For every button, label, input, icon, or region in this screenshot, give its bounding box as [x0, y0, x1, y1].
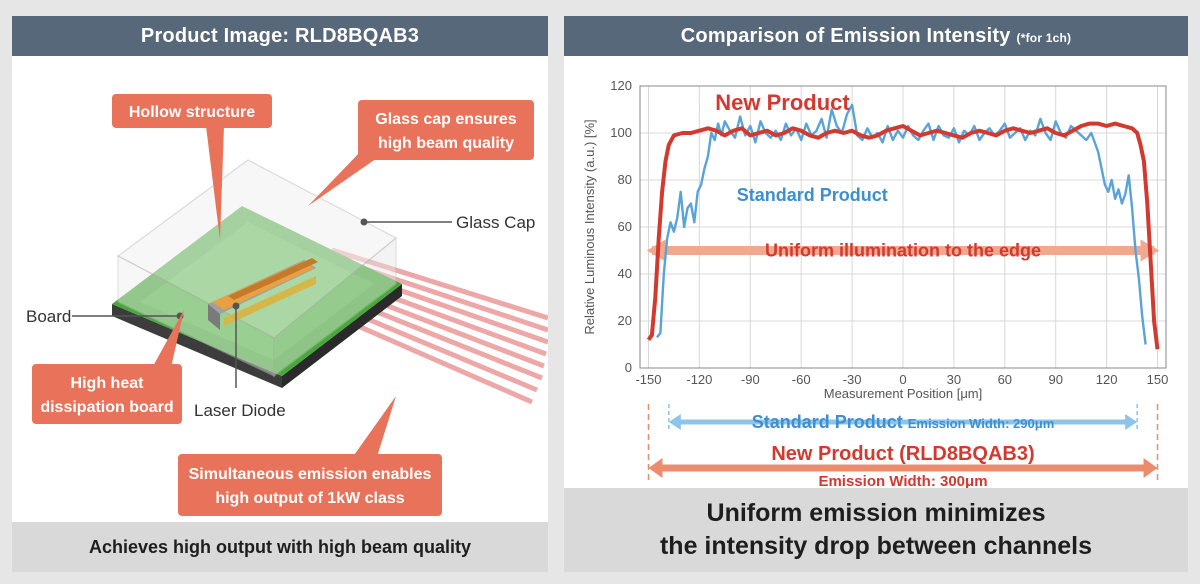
- emission-comparison-panel: Comparison of Emission Intensity (*for 1…: [564, 16, 1188, 572]
- emission-width-annotations: Standard Product Emission Width: 290μm Ne…: [647, 404, 1159, 488]
- standard-width-arrowhead-left: [668, 414, 681, 430]
- callout-hollow-text: Hollow structure: [129, 104, 255, 121]
- callout-heat-line2: dissipation board: [40, 399, 173, 416]
- new-product-label: New Product: [715, 90, 850, 115]
- x-tick-label: -150: [635, 372, 661, 387]
- emission-intensity-chart: -150 -120 -90 -60 -30 0 30 60 90 120 150 0 20 40 60 80 1…: [582, 78, 1168, 488]
- y-tick-label: 60: [618, 219, 632, 234]
- laser-diode: [208, 258, 318, 330]
- standard-width-arrowhead-right: [1125, 414, 1138, 430]
- x-tick-label: -120: [686, 372, 712, 387]
- new-width-value: Emission Width: 300μm: [818, 473, 987, 488]
- new-width-arrowhead-right: [1143, 458, 1158, 478]
- product-image-panel: Product Image: RLD8BQAB3: [12, 16, 548, 572]
- product-image-header: Product Image: RLD8BQAB3: [12, 16, 548, 56]
- laser-diode-label: Laser Diode: [194, 401, 286, 420]
- board-label: Board: [26, 307, 71, 326]
- y-tick-label: 20: [618, 313, 632, 328]
- x-tick-label: -90: [741, 372, 760, 387]
- emission-comparison-note: (*for 1ch): [1016, 31, 1072, 45]
- standard-width-value: Emission Width: 290μm: [908, 416, 1055, 431]
- x-tick-label: 90: [1048, 372, 1062, 387]
- x-tick-label: -60: [792, 372, 811, 387]
- glass-cap: [116, 159, 398, 378]
- y-tick-label: 100: [610, 125, 632, 140]
- emission-comparison-title: Comparison of Emission Intensity: [680, 24, 1011, 47]
- callout-hollow-structure: Hollow structure: [112, 94, 272, 240]
- x-tick-label: 150: [1147, 372, 1169, 387]
- new-width-name: New Product (RLD8BQAB3): [771, 443, 1034, 465]
- callout-emission-line2: high output of 1kW class: [215, 490, 404, 507]
- callout-glass-cap-quality: Glass cap ensures high beam quality: [308, 100, 534, 206]
- y-tick-label: 120: [610, 78, 632, 93]
- x-tick-label: 120: [1096, 372, 1118, 387]
- x-tick-label: 60: [998, 372, 1012, 387]
- emission-comparison-footer: Uniform emission minimizes the intensity…: [564, 488, 1188, 572]
- standard-width-label: Standard Product Emission Width: 290μm: [752, 412, 1055, 432]
- uniform-illumination-label: Uniform illumination to the edge: [765, 241, 1041, 261]
- new-product-series-line: [646, 121, 1160, 350]
- callout-heat-line1: High heat: [71, 375, 145, 392]
- chart-axes: -150 -120 -90 -60 -30 0 30 60 90 120 150 0 20 40 60 80 1…: [582, 78, 1168, 401]
- callout-glass-cap-line1: Glass cap ensures: [375, 111, 517, 128]
- x-tick-label: 0: [899, 372, 906, 387]
- emission-footer-line1: Uniform emission minimizes: [706, 499, 1046, 527]
- plot-frame: [639, 85, 1167, 369]
- emission-footer-line2: the intensity drop between channels: [659, 532, 1093, 560]
- standard-width-name: Standard Product: [752, 412, 908, 432]
- y-axis-title: Relative Luminous Intensity (a.u.) [%]: [582, 119, 597, 334]
- leader-lines: [72, 221, 452, 388]
- emission-comparison-header: Comparison of Emission Intensity (*for 1…: [564, 16, 1188, 56]
- product-image-footer: Achieves high output with high beam qual…: [12, 522, 548, 572]
- callout-emission-line1: Simultaneous emission enables: [189, 466, 432, 483]
- callout-heat-dissipation: High heat dissipation board: [32, 310, 184, 424]
- y-tick-label: 0: [625, 360, 632, 375]
- new-width-arrowhead-left: [648, 458, 663, 478]
- chart-series: [646, 103, 1160, 350]
- y-tick-label: 80: [618, 172, 632, 187]
- x-axis-title: Measurement Position [μm]: [824, 386, 983, 401]
- y-tick-label: 40: [618, 266, 632, 281]
- x-tick-label: -30: [843, 372, 862, 387]
- callout-simultaneous-emission: Simultaneous emission enables high outpu…: [178, 396, 442, 516]
- chart-annotations: New Product Standard Product Uniform illum…: [715, 90, 1041, 261]
- x-tick-label: 30: [947, 372, 961, 387]
- product-image-title: Product Image: RLD8BQAB3: [140, 24, 420, 47]
- callout-glass-cap-line2: high beam quality: [378, 135, 514, 152]
- standard-product-series-line: [656, 103, 1147, 345]
- glass-cap-dot: [360, 218, 368, 226]
- glass-cap-label: Glass Cap: [456, 213, 535, 232]
- laser-diode-dot: [232, 302, 240, 310]
- product-image-footer-text: Achieves high output with high beam qual…: [88, 536, 472, 557]
- standard-product-label: Standard Product: [737, 185, 888, 205]
- product-diagram: Hollow structure Glass cap ensures high …: [26, 94, 548, 516]
